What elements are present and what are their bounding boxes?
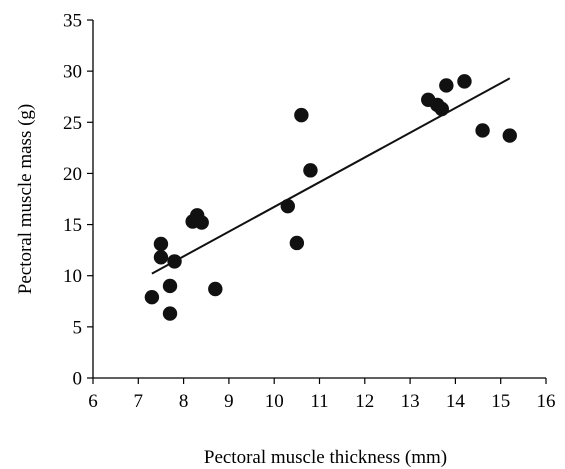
y-tick-label: 30 <box>63 62 82 83</box>
data-point <box>280 198 295 214</box>
y-tick-label: 5 <box>73 317 83 338</box>
y-axis-title: Pectoral muscle mass (g) <box>15 104 36 294</box>
x-tick-label: 12 <box>355 391 374 412</box>
data-point <box>289 235 305 251</box>
x-tick-label: 13 <box>401 391 420 412</box>
x-tick-label: 14 <box>446 391 466 412</box>
x-tick-label: 16 <box>537 391 556 412</box>
data-point <box>162 306 178 321</box>
data-point <box>439 78 454 93</box>
x-tick-label: 11 <box>310 391 328 412</box>
x-axis-title: Pectoral muscle thickness (mm) <box>204 447 447 468</box>
data-point <box>457 74 472 89</box>
x-tick-label: 8 <box>179 391 189 412</box>
data-point <box>194 215 209 230</box>
data-point <box>502 128 517 143</box>
x-tick-label: 15 <box>491 391 510 412</box>
y-tick-label: 0 <box>73 369 83 390</box>
x-tick-label: 6 <box>88 391 98 412</box>
axes <box>92 20 546 379</box>
y-tick-label: 20 <box>63 164 82 185</box>
data-points <box>144 74 517 321</box>
trendline-group <box>151 77 511 275</box>
data-point <box>475 123 490 138</box>
data-point <box>208 281 223 297</box>
data-point <box>153 236 169 252</box>
y-tick-label: 25 <box>63 113 82 134</box>
data-point <box>144 289 160 305</box>
x-tick-label: 10 <box>265 391 284 412</box>
x-axis-ticks: 6 7 8 9 10 11 12 13 14 15 16 <box>88 378 556 412</box>
trendline <box>151 77 511 275</box>
data-point <box>294 107 309 123</box>
y-tick-label: 15 <box>63 215 82 236</box>
y-tick-label: 35 <box>63 11 82 32</box>
x-tick-label: 9 <box>224 391 234 412</box>
x-tick-label: 7 <box>134 391 144 412</box>
data-point <box>434 101 450 117</box>
y-axis-ticks: 0 5 10 15 20 25 30 35 <box>63 11 93 390</box>
y-tick-label: 10 <box>63 266 82 287</box>
data-point <box>153 250 169 265</box>
data-point <box>303 163 318 178</box>
data-point <box>162 278 178 294</box>
data-point <box>167 254 182 269</box>
